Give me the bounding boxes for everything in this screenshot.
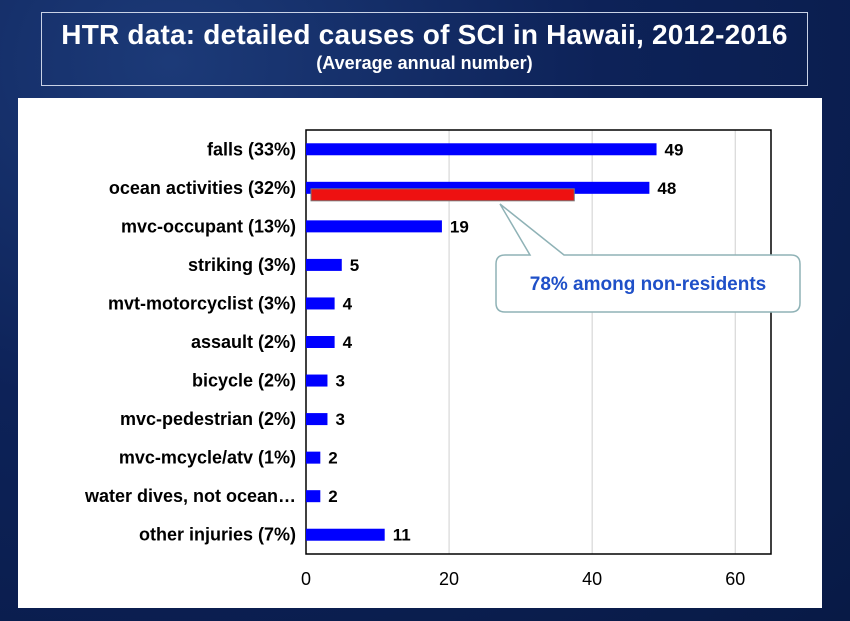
callout-text: 78% among non-residents — [530, 274, 767, 295]
bar — [306, 297, 335, 310]
data-label: 4 — [343, 294, 353, 313]
title-box: HTR data: detailed causes of SCI in Hawa… — [41, 12, 808, 86]
category-label: falls (33%) — [207, 139, 296, 159]
bar — [306, 258, 342, 271]
bar — [306, 490, 321, 503]
category-label: striking (3%) — [188, 255, 296, 275]
data-label: 2 — [328, 487, 337, 506]
category-label: mvc-mcycle/atv (1%) — [119, 448, 296, 468]
chart-subtitle: (Average annual number) — [316, 53, 533, 73]
category-label: mvc-pedestrian (2%) — [120, 409, 296, 429]
category-label: assault (2%) — [191, 332, 296, 352]
bar — [306, 336, 335, 348]
x-tick-label: 20 — [439, 569, 459, 589]
chart-title: HTR data: detailed causes of SCI in Hawa… — [61, 19, 788, 50]
bar — [306, 374, 328, 387]
category-label: bicycle (2%) — [192, 371, 296, 391]
x-tick-label: 40 — [582, 569, 602, 589]
data-label: 49 — [665, 140, 684, 159]
x-tick-label: 0 — [301, 569, 311, 589]
highlight-bar — [310, 188, 575, 202]
x-tick-label: 60 — [725, 569, 745, 589]
category-label: mvc-occupant (13%) — [121, 216, 296, 236]
bar-chart: falls (33%) 49 ocean activities (32%) 48 mvc… — [84, 129, 801, 589]
data-label: 2 — [328, 449, 337, 468]
category-label: ocean activities (32%) — [109, 178, 296, 198]
data-label: 4 — [343, 333, 353, 352]
data-label: 3 — [335, 372, 344, 391]
chart-panel: falls (33%) 49 ocean activities (32%) 48 mvc… — [18, 98, 822, 608]
data-label: 48 — [657, 179, 676, 198]
callout-bubble — [495, 203, 801, 313]
bar — [306, 143, 657, 156]
category-label: water dives, not ocean… — [84, 486, 296, 506]
category-label: other injuries (7%) — [139, 525, 296, 545]
bar — [306, 413, 328, 426]
category-label: mvt-motorcyclist (3%) — [108, 293, 296, 313]
data-label: 3 — [335, 410, 344, 429]
bar — [306, 220, 442, 233]
data-label: 5 — [350, 256, 359, 275]
data-label: 19 — [450, 217, 469, 236]
data-label: 11 — [393, 526, 411, 545]
bar — [306, 528, 385, 541]
bar — [306, 451, 321, 464]
